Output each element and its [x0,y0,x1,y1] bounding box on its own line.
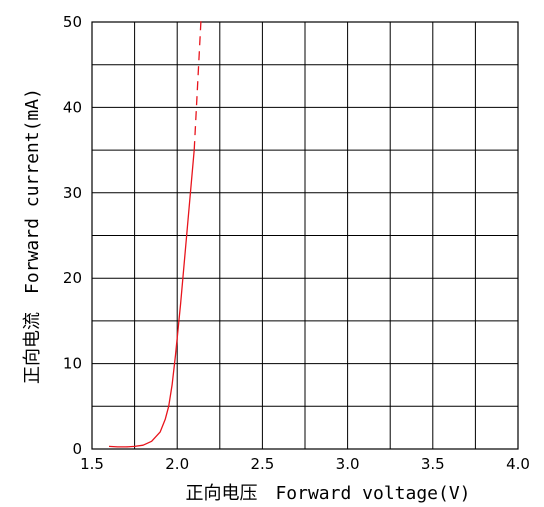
iv-curve-extrapolated [193,17,202,151]
x-tick-label: 4.0 [506,455,530,473]
y-tick-label: 40 [63,98,82,116]
y-tick-label: 10 [63,355,82,373]
y-tick-label: 50 [63,13,82,31]
x-tick-label: 3.0 [336,455,360,473]
y-tick-label: 0 [72,440,82,458]
x-tick-label: 1.5 [80,455,104,473]
x-tick-label: 2.5 [250,455,274,473]
iv-curve [108,150,195,448]
x-tick-labels: 1.5 2.0 2.5 3.0 3.5 4.0 [80,455,530,473]
plot-frame [91,21,519,450]
y-tick-labels: 0 10 20 30 40 50 [63,13,82,458]
grid [91,21,519,450]
x-axis-label: 正向电压 Forward voltage(V) [185,483,470,504]
x-tick-label: 3.5 [421,455,445,473]
y-tick-label: 30 [63,184,82,202]
series-group [108,17,202,448]
y-tick-label: 20 [63,269,82,287]
x-tick-label: 2.0 [165,455,189,473]
y-axis-label: 正向电流 Forward current(mA) [22,88,43,384]
